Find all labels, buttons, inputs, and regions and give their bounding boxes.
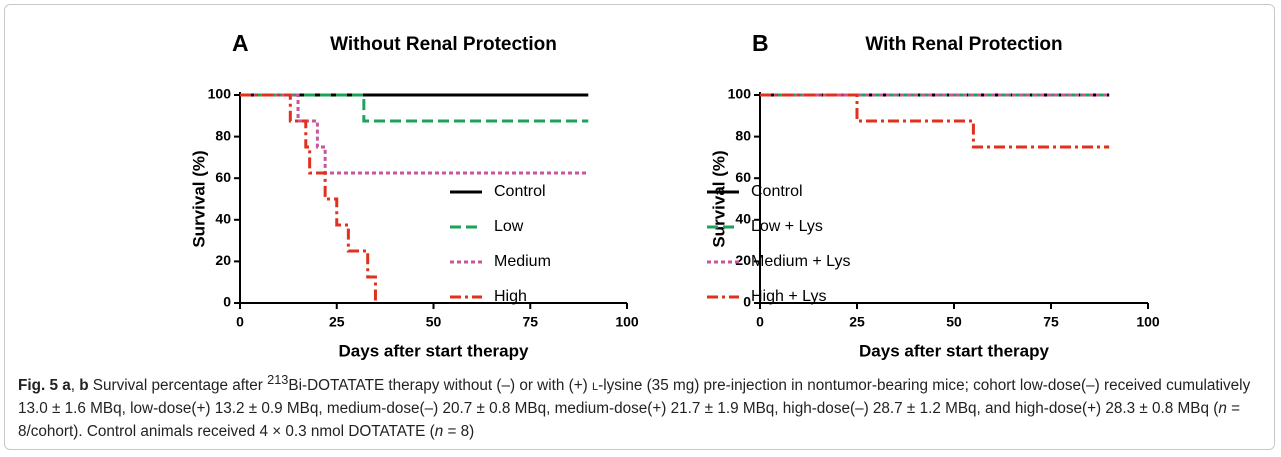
caption-label: Fig. 5 a [18,377,71,395]
x-axis-label: Days after start therapy [859,341,1049,360]
legend-label: High + Lys [751,288,826,305]
survival-line [760,93,1110,149]
y-tick-label: 0 [223,294,231,310]
legend-label: Medium + Lys [751,253,850,270]
y-tick-label: 100 [208,86,232,102]
caption-label: b [79,377,89,395]
y-tick-label: 20 [735,252,751,268]
x-axis-label: Days after start therapy [339,341,529,360]
chart-title: Without Renal Protection [330,34,557,55]
y-tick-label: 40 [735,211,751,227]
caption-text: Bi-DOTATATE therapy without (–) or with … [288,377,593,395]
panel-label: B [752,30,769,56]
caption-text: = 8) [443,423,475,441]
legend-label: Control [494,183,546,200]
y-tick-label: 80 [735,127,751,143]
y-axis-label: Survival (%) [189,150,208,247]
legend-label: Low [494,218,524,235]
caption-text: , [70,377,80,395]
x-tick-label: 0 [756,314,764,330]
caption-text: -lysine (35 mg) pre-injection in nontumo… [18,377,1251,418]
legend-label: Control [751,183,803,200]
caption-text: = 8/cohort). Control animals received 4 … [18,400,1241,441]
caption-italic: n [1218,400,1227,418]
survival-line [240,93,589,175]
y-tick-label: 100 [728,86,752,102]
caption-text: l [592,377,599,395]
x-tick-label: 50 [426,314,442,330]
y-tick-label: 60 [215,169,231,185]
x-tick-label: 75 [1043,314,1059,330]
figure-frame [4,4,1275,450]
survival-line [240,93,377,303]
caption-italic: n [434,423,444,441]
x-tick-label: 75 [522,314,538,330]
x-tick-label: 25 [849,314,865,330]
x-tick-label: 100 [615,314,639,330]
y-axis-label: Survival (%) [709,150,728,247]
y-tick-label: 20 [215,252,231,268]
x-tick-label: 0 [236,314,244,330]
y-tick-label: 60 [735,169,751,185]
x-tick-label: 25 [329,314,345,330]
panel-label: A [232,30,249,56]
legend-label: Medium [494,253,551,270]
y-tick-label: 0 [743,294,751,310]
caption: Fig. 5 a, b Survival percentage after 21… [18,368,1266,443]
y-tick-label: 80 [215,127,231,143]
x-tick-label: 100 [1136,314,1160,330]
legend-label: High [494,288,527,305]
chart-title: With Renal Protection [865,34,1062,55]
survival-line [240,93,589,123]
x-tick-label: 50 [946,314,962,330]
caption-sup: 213 [267,372,289,387]
legend-label: Low + Lys [751,218,823,235]
y-tick-label: 40 [215,211,231,227]
caption-text: Survival percentage after [88,377,268,395]
figure: A Without Renal Protection Days after star… [189,30,1160,360]
